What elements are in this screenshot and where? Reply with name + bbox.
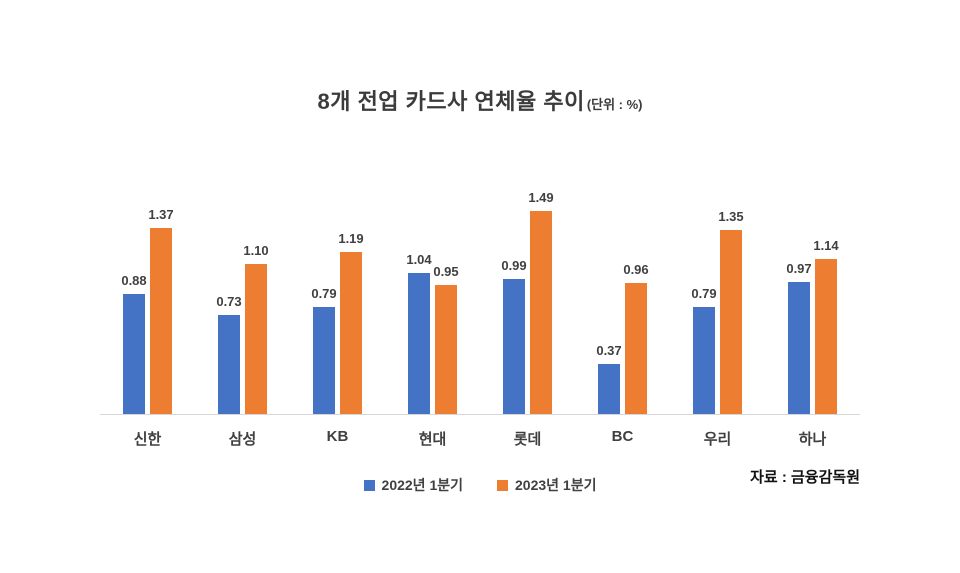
category-label-하나: 하나 [798, 431, 827, 448]
bar-2022년 1분기-우리 [693, 307, 715, 414]
legend-label: 2022년 1분기 [381, 477, 463, 493]
bar-2022년 1분기-KB [313, 307, 335, 414]
bar-value-label: 1.19 [338, 231, 364, 246]
bar-group-KB: 0.79 1.19 [290, 231, 385, 414]
bar-2023년 1분기-KB [340, 252, 362, 414]
bar-2023년 1분기-BC [625, 283, 647, 414]
bar-2023년 1분기-우리 [720, 230, 742, 414]
bar-group-현대: 1.04 0.95 [385, 252, 480, 414]
bar-group-하나: 0.97 1.14 [765, 238, 860, 414]
bar-wrap: 0.97 [786, 261, 812, 414]
bar-wrap: 0.88 [121, 273, 147, 414]
legend-item-2022년 1분기: 2022년 1분기 [363, 475, 463, 495]
bar-2022년 1분기-하나 [788, 282, 810, 414]
category-label-KB: KB [326, 428, 349, 445]
bar-group-롯데: 0.99 1.49 [480, 190, 575, 414]
bar-value-label: 1.37 [148, 207, 174, 222]
chart-title-row: 8개 전업 카드사 연체율 추이 (단위 : %) [0, 0, 960, 116]
bar-wrap: 1.10 [243, 243, 269, 414]
bar-wrap: 0.79 [691, 286, 717, 414]
bar-value-label: 0.37 [596, 343, 622, 358]
bar-2023년 1분기-신한 [150, 228, 172, 414]
bar-2022년 1분기-BC [598, 364, 620, 414]
bar-value-label: 0.99 [501, 258, 527, 273]
bar-wrap: 0.37 [596, 343, 622, 414]
source-note: 자료 : 금융감독원 [750, 469, 860, 486]
bar-2023년 1분기-삼성 [245, 264, 267, 414]
bar-2022년 1분기-신한 [123, 294, 145, 414]
chart-title: 8개 전업 카드사 연체율 추이 [317, 89, 585, 114]
bar-wrap: 0.95 [433, 264, 459, 414]
category-label-신한: 신한 [133, 431, 162, 448]
bar-group-BC: 0.37 0.96 [575, 262, 670, 414]
bar-value-label: 0.73 [216, 294, 242, 309]
chart-legend: 2022년 1분기 2023년 1분기 [100, 475, 860, 495]
category-label-삼성: 삼성 [228, 431, 257, 448]
bar-wrap: 1.37 [148, 207, 174, 414]
bar-2022년 1분기-롯데 [503, 279, 525, 414]
bar-wrap: 0.73 [216, 294, 242, 414]
bar-2023년 1분기-하나 [815, 259, 837, 414]
chart-unit-label: (단위 : %) [586, 97, 643, 112]
bar-group-우리: 0.79 1.35 [670, 209, 765, 414]
category-label-BC: BC [611, 428, 634, 445]
legend-swatch-icon [363, 479, 375, 491]
plot-area: 0.88 1.37 0.73 1.10 0.79 1.19 1.04 0.95 0.99 1.49… [100, 142, 860, 415]
bar-2023년 1분기-현대 [435, 285, 457, 414]
bar-value-label: 1.10 [243, 243, 269, 258]
bar-wrap: 1.35 [718, 209, 744, 414]
legend-label: 2023년 1분기 [515, 477, 597, 493]
bar-value-label: 0.96 [623, 262, 649, 277]
bar-wrap: 0.79 [311, 286, 337, 414]
category-label-우리: 우리 [703, 431, 732, 448]
bar-chart: 0.88 1.37 0.73 1.10 0.79 1.19 1.04 0.95 0.99 1.49… [100, 142, 860, 495]
bar-value-label: 0.97 [786, 261, 812, 276]
bar-wrap: 0.96 [623, 262, 649, 414]
bar-value-label: 1.14 [813, 238, 839, 253]
bar-value-label: 1.35 [718, 209, 744, 224]
bar-value-label: 0.79 [311, 286, 337, 301]
bar-wrap: 1.49 [528, 190, 554, 414]
bar-value-label: 1.04 [406, 252, 432, 267]
bar-wrap: 1.19 [338, 231, 364, 414]
bar-wrap: 1.14 [813, 238, 839, 414]
category-axis: 신한 삼성 KB 현대 롯데 BC 우리 하나 [100, 415, 860, 449]
bar-wrap: 1.04 [406, 252, 432, 414]
bar-2022년 1분기-현대 [408, 273, 430, 414]
bar-2022년 1분기-삼성 [218, 315, 240, 414]
legend-swatch-icon [497, 479, 508, 491]
category-label-롯데: 롯데 [513, 431, 542, 448]
category-label-현대: 현대 [418, 431, 447, 448]
legend-item-2023년 1분기: 2023년 1분기 [497, 475, 596, 495]
bar-group-신한: 0.88 1.37 [100, 207, 195, 414]
bar-2023년 1분기-롯데 [530, 211, 552, 414]
bar-value-label: 1.49 [528, 190, 554, 205]
bar-value-label: 0.88 [121, 273, 147, 288]
bar-group-삼성: 0.73 1.10 [195, 243, 290, 414]
bar-value-label: 0.95 [433, 264, 459, 279]
bar-value-label: 0.79 [691, 286, 717, 301]
bar-wrap: 0.99 [501, 258, 527, 414]
